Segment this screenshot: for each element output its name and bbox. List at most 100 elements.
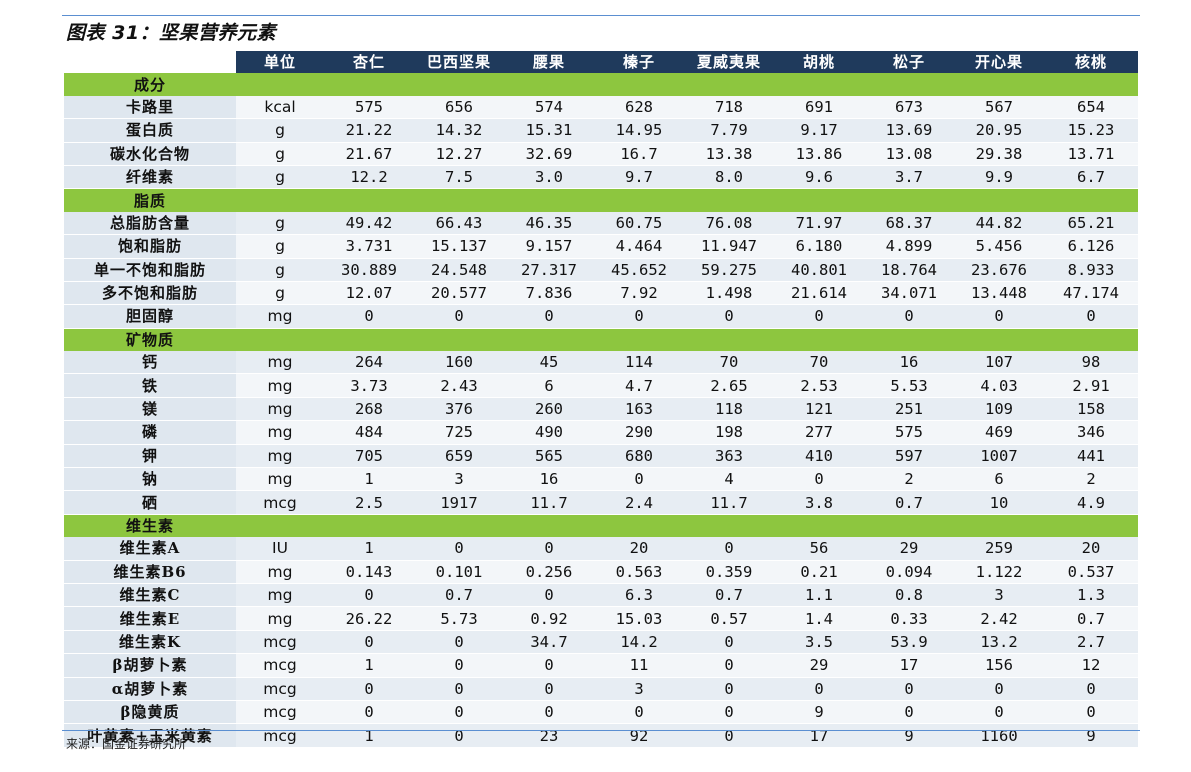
header-nut: 开心果 [954, 51, 1044, 74]
table-cell: 2.91 [1044, 373, 1138, 398]
table-row: 钠 mg 1 3 16 0 4 0 2 6 2 [64, 467, 1138, 492]
header-nut: 松子 [864, 51, 954, 74]
table-cell: 158 [1044, 397, 1138, 422]
table-cell: 9.157 [504, 234, 594, 259]
table-cell: 0.143 [324, 560, 414, 584]
row-unit: mcg [236, 677, 324, 701]
table-cell: 3.7 [864, 165, 954, 190]
table-cell: 2.4 [594, 490, 684, 515]
row-unit: mg [236, 304, 324, 329]
table-row: 磷 mg 484 725 490 290 198 277 575 469 346 [64, 420, 1138, 445]
table-cell: 9 [774, 700, 864, 725]
table-row: 蛋白质 g 21.22 14.32 15.31 14.95 7.79 9.17 13.69 20.… [64, 118, 1138, 143]
table-cell: 98 [1044, 351, 1138, 375]
table-cell: 24.548 [414, 258, 504, 282]
table-cell: 29 [864, 537, 954, 561]
row-unit: mg [236, 397, 324, 422]
table-cell: 9.6 [774, 165, 864, 190]
table-cell: 29.38 [954, 142, 1044, 166]
table-row: β胡萝卜素 mcg 1 0 0 11 0 29 17 156 12 [64, 653, 1138, 678]
section-band-fill [236, 188, 1138, 212]
row-label: 钾 [64, 444, 236, 469]
table-cell: 0.57 [684, 606, 774, 631]
table-cell: 1007 [954, 444, 1044, 469]
table-cell: 290 [594, 420, 684, 445]
row-unit: g [236, 211, 324, 236]
table-cell: 575 [864, 420, 954, 445]
table-row: 维生素A IU 1 0 0 20 0 56 29 259 20 [64, 537, 1138, 561]
table-cell: 0 [684, 677, 774, 701]
source-note: 来源：国金证券研究所 [66, 737, 187, 751]
table-row: 维生素B6 mg 0.143 0.101 0.256 0.563 0.359 0.21 0.09… [64, 560, 1138, 584]
table-cell: 0 [684, 653, 774, 678]
row-unit: mcg [236, 723, 324, 748]
row-unit: mg [236, 373, 324, 398]
table-body: 成分 卡路里 kcal 575 656 574 628 718 691 673 567 654 蛋白质 g… [64, 73, 1138, 748]
table-cell: 16 [504, 467, 594, 492]
table-row: 镁 mg 268 376 260 163 118 121 251 109 158 [64, 397, 1138, 422]
table-cell: 34.071 [864, 281, 954, 306]
table-cell: 10 [954, 490, 1044, 515]
table-cell: 11.947 [684, 234, 774, 259]
table-cell: 259 [954, 537, 1044, 561]
table-cell: 1.4 [774, 606, 864, 631]
table-cell: 12.27 [414, 142, 504, 166]
section-band: 成分 [64, 73, 1138, 96]
table-cell: 14.2 [594, 630, 684, 655]
table-cell: 20.577 [414, 281, 504, 306]
table-row: 硒 mcg 2.5 1917 11.7 2.4 11.7 3.8 0.7 10 4.9 [64, 490, 1138, 515]
table-cell: 23 [504, 723, 594, 748]
table-cell: 13.69 [864, 118, 954, 143]
table-cell: 0 [504, 653, 594, 678]
table-cell: 7.79 [684, 118, 774, 143]
table-cell: 4.9 [1044, 490, 1138, 515]
table-cell: 3.0 [504, 165, 594, 190]
table-cell: 3.5 [774, 630, 864, 655]
table-row: 叶黄素+玉米黄素 mcg 1 0 23 92 0 17 9 1160 9 [64, 723, 1138, 748]
nutrition-table: 单位 杏仁 巴西坚果 腰果 榛子 夏威夷果 胡桃 松子 开心果 核桃 成分 卡路里 kcal 575 65… [64, 51, 1138, 748]
table-cell: 0 [504, 677, 594, 701]
section-band-fill [236, 73, 1138, 96]
figure-title: 图表 31：坚果营养元素 [66, 22, 277, 44]
table-row: 维生素C mg 0 0.7 0 6.3 0.7 1.1 0.8 3 1.3 [64, 583, 1138, 608]
table-cell: 29 [774, 653, 864, 678]
table-cell: 70 [774, 351, 864, 375]
table-cell: 9.7 [594, 165, 684, 190]
table-cell: 13.2 [954, 630, 1044, 655]
table-cell: 13.08 [864, 142, 954, 166]
table-row: 铁 mg 3.73 2.43 6 4.7 2.65 2.53 5.53 4.03 2.91 [64, 373, 1138, 398]
table-cell: 20 [1044, 537, 1138, 561]
table-cell: 12.2 [324, 165, 414, 190]
table-cell: 0 [414, 653, 504, 678]
table-cell: 6 [504, 373, 594, 398]
table-cell: 6 [954, 467, 1044, 492]
table-cell: 260 [504, 397, 594, 422]
table-cell: 1 [324, 467, 414, 492]
table-cell: 53.9 [864, 630, 954, 655]
top-rule [62, 15, 1140, 16]
table-cell: 346 [1044, 420, 1138, 445]
row-unit: mg [236, 583, 324, 608]
table-cell: 3 [594, 677, 684, 701]
table-cell: 2.7 [1044, 630, 1138, 655]
table-cell: 1917 [414, 490, 504, 515]
table-cell: 659 [414, 444, 504, 469]
table-header-row: 单位 杏仁 巴西坚果 腰果 榛子 夏威夷果 胡桃 松子 开心果 核桃 [64, 51, 1138, 74]
table-cell: 574 [504, 95, 594, 120]
row-unit: mcg [236, 653, 324, 678]
table-cell: 0 [504, 537, 594, 561]
section-band-fill [236, 328, 1138, 352]
table-cell: 0.33 [864, 606, 954, 631]
table-cell: 0.7 [1044, 606, 1138, 631]
table-cell: 15.23 [1044, 118, 1138, 143]
table-cell: 45.652 [594, 258, 684, 282]
table-cell: 1.122 [954, 560, 1044, 584]
table-row: 饱和脂肪 g 3.731 15.137 9.157 4.464 11.947 6.180 4.8… [64, 234, 1138, 259]
table-cell: 0 [864, 677, 954, 701]
header-nut: 杏仁 [324, 51, 414, 74]
table-cell: 0 [954, 700, 1044, 725]
table-cell: 0 [684, 630, 774, 655]
table-cell: 2 [864, 467, 954, 492]
table-cell: 1.3 [1044, 583, 1138, 608]
table-cell: 156 [954, 653, 1044, 678]
